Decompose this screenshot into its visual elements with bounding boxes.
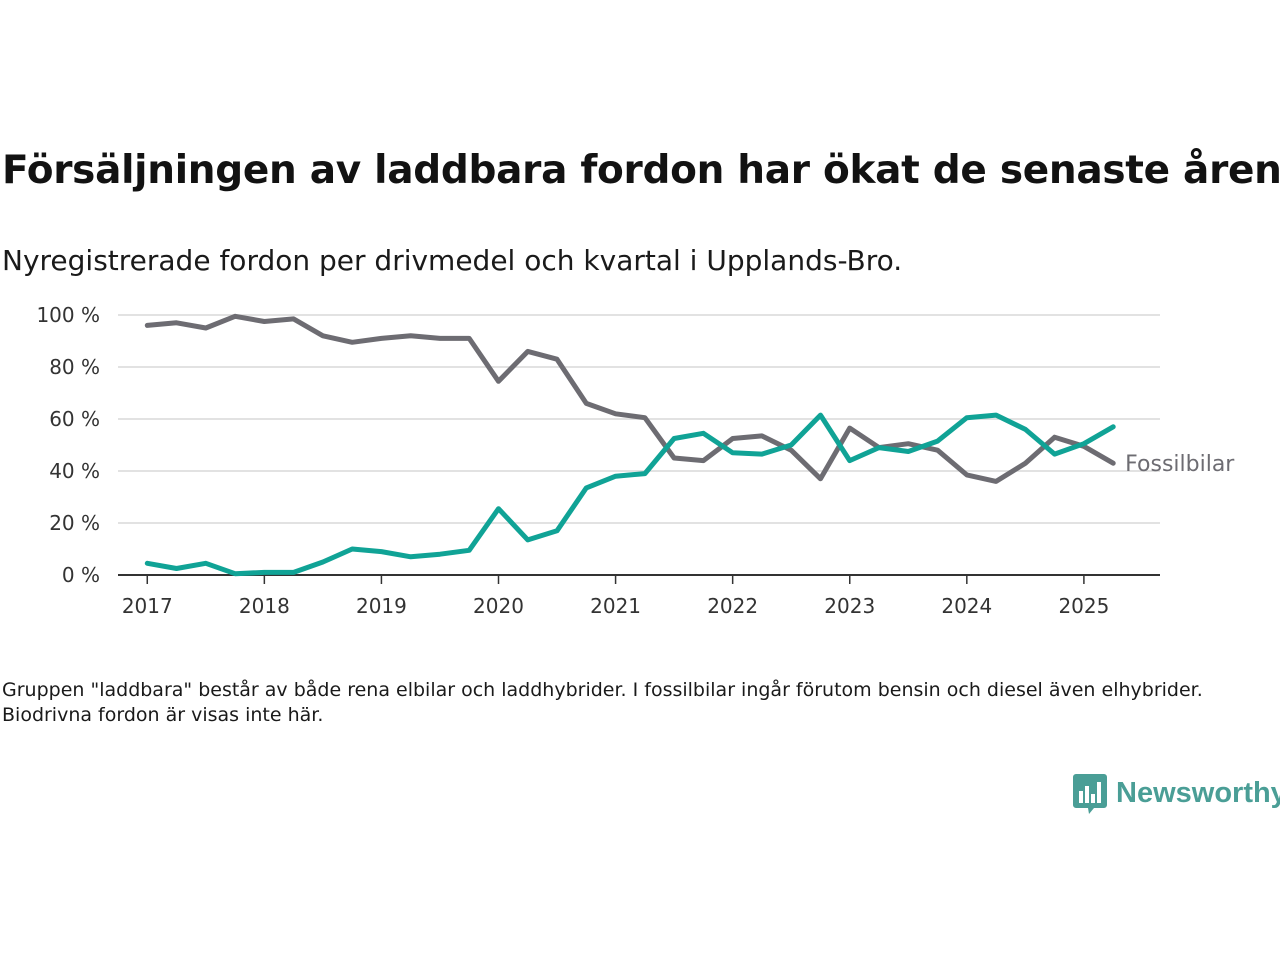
chart-title: Försäljningen av laddbara fordon har öka… [2, 148, 1280, 193]
x-tick-label: 2025 [1058, 594, 1109, 618]
x-tick-label: 2023 [824, 594, 875, 618]
y-tick-label: 0 % [62, 563, 100, 587]
series-line-fossil [144, 313, 1116, 484]
series-label-fossil: Fossilbilar [1125, 452, 1235, 477]
x-tick-label: 2021 [590, 594, 641, 618]
x-tick-label: 2018 [239, 594, 290, 618]
x-tick-label: 2020 [473, 594, 524, 618]
x-tick-label: 2024 [941, 594, 992, 618]
x-tick-label: 2019 [356, 594, 407, 618]
y-tick-label: 100 % [36, 303, 100, 327]
line-chart: 0 % 20 % 40 % 60 % 80 % 100 % 2017 2018 2019 202… [36, 303, 1235, 618]
x-tick-label: 2017 [122, 594, 173, 618]
bar-chart-icon [1073, 774, 1107, 814]
series-labels: Fossilbilar [1125, 452, 1235, 477]
series-line-laddbara [144, 412, 1116, 577]
x-tick-label: 2022 [707, 594, 758, 618]
y-tick-label: 80 % [49, 355, 100, 379]
x-axis: 2017 2018 2019 2020 2021 2022 2023 2024 2025 [118, 574, 1160, 618]
y-tick-label: 20 % [49, 511, 100, 535]
series-lines [144, 313, 1116, 577]
y-tick-label: 60 % [49, 407, 100, 431]
footnote: Gruppen "laddbara" består av både rena e… [2, 679, 1203, 726]
chart-subtitle: Nyregistrerade fordon per drivmedel och … [2, 244, 903, 277]
y-tick-label: 40 % [49, 459, 100, 483]
brand-name: Newsworthy [1116, 776, 1280, 809]
brand-logo: Newsworthy [1072, 772, 1280, 814]
y-axis-tick-labels: 0 % 20 % 40 % 60 % 80 % 100 % [36, 303, 100, 587]
